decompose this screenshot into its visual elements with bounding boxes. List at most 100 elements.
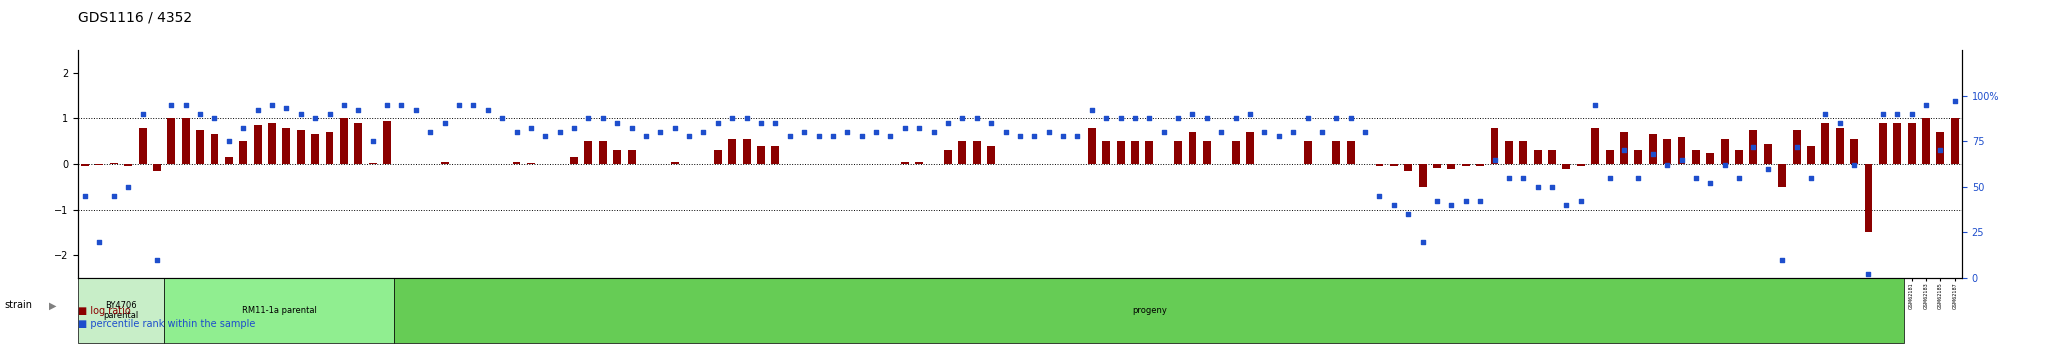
Bar [211,135,219,164]
Point [113,184,145,190]
Point [1593,175,1626,180]
Bar [973,141,981,164]
Bar [1534,150,1542,164]
Text: ■ log ratio: ■ log ratio [78,306,131,316]
Point [485,115,518,120]
Bar [1735,150,1743,164]
Point [1190,115,1223,120]
Bar [1087,128,1096,164]
Bar [1231,141,1239,164]
Point [371,102,403,108]
Bar [1923,118,1929,164]
Point [702,120,735,126]
Point [1421,199,1454,204]
Point [299,115,332,120]
Point [1866,111,1898,117]
Bar [944,150,952,164]
Text: ■ percentile rank within the sample: ■ percentile rank within the sample [78,319,256,329]
Point [98,193,131,199]
Point [342,108,375,113]
Point [1622,175,1655,180]
Point [170,102,203,108]
Point [528,133,561,139]
Bar [1606,150,1614,164]
Text: GDS1116 / 4352: GDS1116 / 4352 [78,10,193,24]
Bar [1692,150,1700,164]
Point [586,115,618,120]
Bar [1677,137,1686,164]
Point [831,129,864,135]
Point [514,126,547,131]
Bar [1634,150,1642,164]
Bar [297,130,305,164]
Bar [598,141,606,164]
Point [1507,175,1540,180]
Bar [154,164,162,171]
Point [629,133,662,139]
Bar [96,164,102,165]
Point [270,106,303,111]
Point [600,120,633,126]
Point [399,108,432,113]
Point [1651,162,1683,168]
Point [500,129,532,135]
Point [686,129,719,135]
Bar [1821,123,1829,164]
Point [1262,133,1294,139]
Point [1321,115,1354,120]
Bar [512,162,520,164]
Point [557,126,590,131]
Bar [168,118,176,164]
Bar [1376,164,1384,166]
Point [227,126,260,131]
Bar [369,163,377,164]
Point [1579,102,1612,108]
Point [1176,111,1208,117]
Point [1765,257,1798,263]
Bar [254,125,262,164]
Point [1161,115,1194,120]
Point [1305,129,1337,135]
Text: strain: strain [4,300,33,310]
Bar [1491,128,1499,164]
Bar [1591,128,1599,164]
Text: RM11-1a parental: RM11-1a parental [242,306,317,315]
Point [328,102,360,108]
Point [1364,193,1397,199]
Point [1493,175,1526,180]
Point [874,133,907,139]
Bar [440,162,449,164]
Point [1780,144,1812,149]
Point [803,133,836,139]
Point [1133,115,1165,120]
Bar [1878,123,1886,164]
Point [471,108,504,113]
Point [184,111,217,117]
Bar [78,278,164,343]
Bar [612,150,621,164]
Bar [240,141,248,164]
Point [1909,102,1942,108]
Bar [311,135,319,164]
Point [127,111,160,117]
Point [1393,211,1425,217]
Point [141,257,174,263]
Bar [1907,123,1915,164]
Point [817,133,850,139]
Point [1679,175,1712,180]
Point [903,126,936,131]
Bar [1391,164,1399,166]
Point [657,126,690,131]
Bar [1102,141,1110,164]
Bar [1706,152,1714,164]
Bar [1202,141,1210,164]
Point [860,129,893,135]
Bar [627,150,635,164]
Point [1694,180,1726,186]
Point [1247,129,1280,135]
Point [1118,115,1151,120]
Bar [958,141,967,164]
Point [961,115,993,120]
Point [1350,129,1382,135]
Point [1722,175,1755,180]
